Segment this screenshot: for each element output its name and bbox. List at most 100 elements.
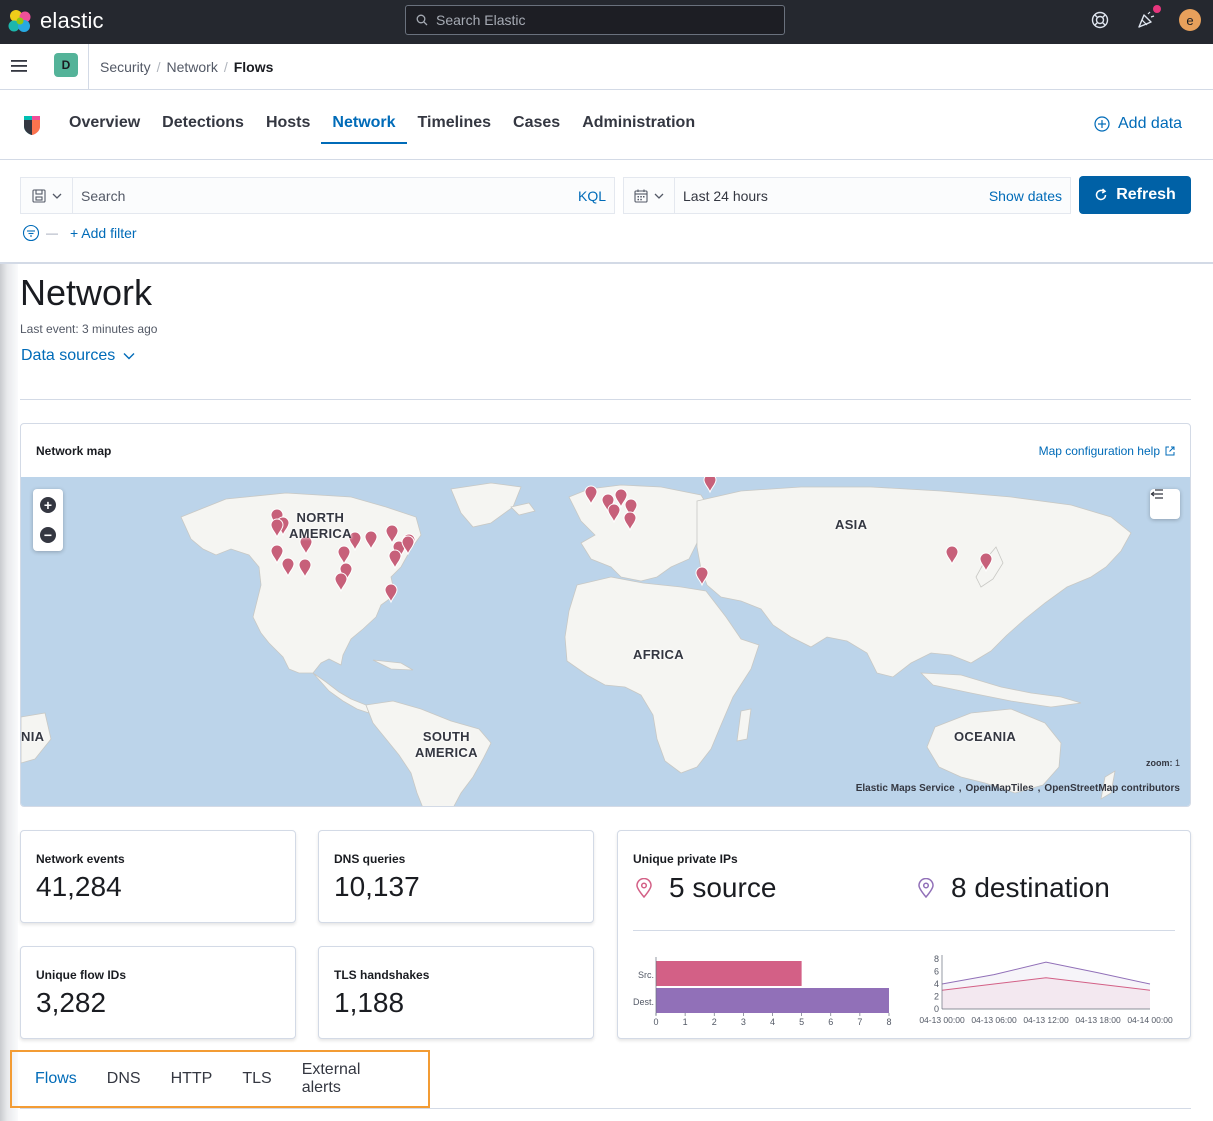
tab-tls[interactable]: TLS <box>242 1070 272 1087</box>
map-label-north-america-line2: AMERICA <box>289 526 352 541</box>
map-pin[interactable] <box>979 552 993 573</box>
x-tick-label: 2 <box>712 1017 717 1027</box>
query-search-field[interactable]: KQL <box>72 177 615 214</box>
news-feed-icon[interactable] <box>1137 11 1155 29</box>
x-tick-label: 04-14 00:00 <box>1127 1015 1173 1025</box>
y-tick-label: 0 <box>934 1004 939 1014</box>
elastic-logo[interactable]: elastic <box>8 8 104 34</box>
map-label-oceania: OCEANIA <box>954 729 1017 744</box>
map-pin[interactable] <box>584 485 598 506</box>
tab-flows[interactable]: Flows <box>35 1070 77 1087</box>
show-dates-link[interactable]: Show dates <box>988 188 1062 204</box>
map-pin[interactable] <box>401 535 415 556</box>
y-tick-label: 4 <box>934 979 939 989</box>
breadcrumb-security[interactable]: Security <box>100 59 151 75</box>
attribution-openmaptiles[interactable]: OpenMapTiles <box>965 783 1034 794</box>
world-map-canvas[interactable] <box>21 477 1191 807</box>
refresh-button[interactable]: Refresh <box>1079 176 1191 214</box>
x-tick-label: 3 <box>741 1017 746 1027</box>
data-sources-dropdown[interactable]: Data sources <box>21 347 135 365</box>
add-filter-button[interactable]: + Add filter <box>70 225 137 241</box>
menu-icon[interactable] <box>10 58 28 74</box>
series-line[interactable] <box>941 977 1151 991</box>
map-pin[interactable] <box>298 558 312 579</box>
map-pin[interactable] <box>388 549 402 570</box>
calendar-icon <box>634 189 648 203</box>
landmass-cuba <box>372 659 414 671</box>
kpi-title: DNS queries <box>334 852 406 866</box>
map-pin[interactable] <box>364 530 378 551</box>
map-pin[interactable] <box>945 545 959 566</box>
landmass-asia <box>696 486 1132 678</box>
map-label-africa: AFRICA <box>633 647 684 662</box>
bar[interactable] <box>656 961 802 986</box>
query-search-input[interactable] <box>81 187 561 204</box>
map-pin[interactable] <box>281 557 295 578</box>
x-tick-label: 7 <box>857 1017 862 1027</box>
tab-detections[interactable]: Detections <box>162 114 244 131</box>
map-pin[interactable] <box>695 566 709 587</box>
search-icon <box>416 14 428 26</box>
map-pin[interactable] <box>703 477 717 494</box>
user-avatar[interactable]: e <box>1179 9 1201 31</box>
breadcrumb-network[interactable]: Network <box>166 59 218 75</box>
tab-http[interactable]: HTTP <box>170 1070 213 1087</box>
filter-options-icon[interactable] <box>22 224 40 242</box>
saved-query-button[interactable] <box>20 177 72 214</box>
map-pin[interactable] <box>334 572 348 593</box>
tab-timelines[interactable]: Timelines <box>417 114 492 131</box>
global-search[interactable] <box>405 5 785 35</box>
tab-administration[interactable]: Administration <box>582 114 696 131</box>
date-range-picker[interactable]: Last 24 hours Show dates <box>674 177 1071 214</box>
map-pin[interactable] <box>270 544 284 565</box>
map-configuration-help-link[interactable]: Map configuration help <box>1039 444 1175 458</box>
map-pin[interactable] <box>385 524 399 545</box>
space-avatar[interactable]: D <box>54 53 78 77</box>
date-range-value[interactable]: Last 24 hours <box>683 188 768 204</box>
add-data-label: Add data <box>1118 115 1183 132</box>
map-pin[interactable] <box>384 583 398 604</box>
quick-date-menu-button[interactable] <box>623 177 675 214</box>
attribution-elastic-maps[interactable]: Elastic Maps Service <box>855 783 955 794</box>
landmass-greenland <box>450 482 522 528</box>
src-dest-bar-chart: Src. Dest. 0 1 2 3 4 5 6 7 8 <box>633 957 892 1027</box>
x-tick-label: 04-13 06:00 <box>971 1015 1017 1025</box>
layer-control-button[interactable] <box>1150 489 1180 519</box>
security-app-logo-icon[interactable] <box>22 114 42 136</box>
map-pin[interactable] <box>337 545 351 566</box>
map-pin[interactable] <box>624 498 638 519</box>
map-pin[interactable] <box>607 503 621 524</box>
kql-toggle[interactable]: KQL <box>577 188 606 204</box>
world-map[interactable]: + − NORTH AMERICA ASIA AFRICA SOUTH AMER… <box>21 477 1191 807</box>
zoom-out-button[interactable]: − <box>40 527 56 543</box>
global-search-input[interactable] <box>436 12 766 28</box>
network-tabs: Flows DNS HTTP TLS External alerts <box>10 1050 430 1108</box>
attribution-osm[interactable]: OpenStreetMap contributors <box>1044 783 1180 794</box>
add-data-button[interactable]: Add data <box>1094 115 1182 133</box>
tab-dns[interactable]: DNS <box>106 1070 141 1087</box>
kpi-value: 3,282 <box>36 987 107 1018</box>
map-marker-icon <box>918 878 934 898</box>
map-pin[interactable] <box>623 511 637 532</box>
tab-network[interactable]: Network <box>321 114 407 144</box>
map-marker-icon <box>636 878 652 898</box>
map-pin[interactable] <box>299 535 313 556</box>
map-label-north-america-line1: NORTH <box>296 510 345 525</box>
tab-external-alerts[interactable]: External alerts <box>301 1061 361 1096</box>
x-tick-label: 6 <box>828 1017 833 1027</box>
tab-cases[interactable]: Cases <box>513 114 561 131</box>
last-event-text: Last event: 3 minutes ago <box>20 322 158 336</box>
series-line[interactable] <box>941 961 1151 985</box>
help-icon[interactable] <box>1091 11 1109 29</box>
bar[interactable] <box>656 988 889 1013</box>
zoom-in-button[interactable]: + <box>40 497 56 513</box>
brand-name: elastic <box>40 8 104 33</box>
tab-hosts[interactable]: Hosts <box>265 114 311 131</box>
landmass-japan <box>975 546 1004 588</box>
map-pin[interactable] <box>348 531 362 552</box>
tab-overview[interactable]: Overview <box>69 114 141 131</box>
kpi-unique-private-ips: Unique private IPs 5 source 8 destinatio… <box>617 830 1191 1039</box>
map-pin[interactable] <box>270 518 284 539</box>
y-tick-label: 8 <box>934 954 939 964</box>
map-pin[interactable] <box>614 488 628 509</box>
